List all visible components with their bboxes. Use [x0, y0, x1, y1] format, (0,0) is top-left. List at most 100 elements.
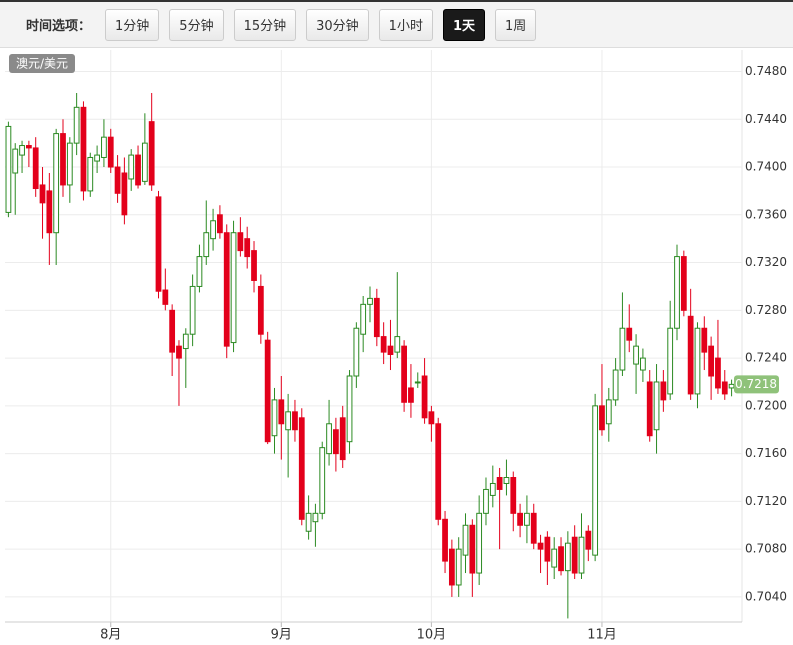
candle-body	[414, 381, 421, 384]
candle-body	[278, 399, 285, 425]
candle-body	[524, 512, 530, 526]
candle-body	[312, 512, 319, 523]
candle-body	[39, 184, 46, 204]
candle-body	[489, 482, 496, 496]
candle-body	[141, 142, 148, 182]
candle-body	[60, 133, 66, 186]
candle-body	[5, 125, 12, 213]
candle-body	[721, 381, 728, 395]
time-option[interactable]: 1天	[442, 8, 485, 41]
candle-body	[264, 339, 271, 443]
candle-body	[653, 381, 660, 431]
candle-body	[667, 327, 674, 395]
candle-body	[360, 303, 367, 335]
candle-body	[196, 256, 203, 287]
candle-body	[435, 423, 442, 520]
candle-body	[612, 369, 619, 401]
candle-body	[114, 166, 121, 194]
candle-body	[455, 548, 462, 586]
candle-body	[223, 232, 230, 347]
candle-body	[674, 256, 680, 329]
candle-body	[353, 327, 360, 377]
candle-body	[66, 142, 73, 186]
y-tick-label: 0.7480	[745, 64, 787, 78]
time-option[interactable]: 5分钟	[169, 8, 224, 41]
candle-body	[251, 250, 257, 281]
candle-body	[578, 536, 585, 574]
candle-body	[687, 315, 694, 395]
candle-body	[305, 512, 312, 532]
candle-body	[32, 147, 39, 190]
candle-body	[217, 214, 223, 234]
x-tick-label: 9月	[271, 628, 292, 643]
candle-body	[694, 327, 701, 395]
toolbar-label: 时间选项：	[26, 19, 92, 34]
candle-body	[571, 536, 578, 574]
candle-body	[101, 136, 107, 158]
candle-body	[367, 297, 373, 305]
candle-body	[483, 488, 489, 514]
candle-body	[244, 238, 251, 258]
candle-body	[626, 327, 633, 341]
candle-body	[298, 417, 305, 520]
candle-body	[73, 106, 80, 144]
candle-body	[510, 477, 517, 514]
y-tick-label: 0.7160	[745, 446, 787, 460]
y-tick-label: 0.7080	[745, 542, 787, 556]
y-tick-label: 0.7320	[745, 255, 787, 269]
candle-body	[135, 154, 141, 186]
time-option[interactable]: 30分钟	[306, 8, 369, 41]
candle-body	[599, 405, 605, 431]
candle-body	[176, 345, 182, 359]
y-tick-label: 0.7360	[745, 207, 787, 221]
y-tick-label: 0.7040	[745, 589, 787, 603]
candle-body	[640, 357, 646, 371]
candle-body	[339, 417, 346, 461]
candle-body	[496, 477, 503, 490]
y-tick-label: 0.7280	[745, 303, 787, 317]
candle-body	[728, 383, 735, 389]
time-option[interactable]: 1周	[495, 8, 537, 41]
candle-body	[646, 381, 653, 437]
candle-body	[189, 285, 196, 335]
candle-body	[162, 289, 169, 305]
candle-body	[94, 154, 100, 162]
candle-body	[285, 411, 292, 431]
candle-body	[442, 518, 448, 562]
candle-body	[715, 357, 721, 389]
candle-body	[257, 285, 264, 335]
candle-body	[25, 145, 32, 149]
badge-bg	[9, 54, 75, 73]
candle-body	[182, 333, 189, 350]
candle-body	[462, 524, 469, 556]
candle-body	[564, 542, 571, 572]
candle-body	[121, 172, 128, 216]
candle-body	[107, 136, 114, 168]
candle-body	[12, 148, 19, 174]
x-tick-label: 8月	[100, 628, 121, 643]
candle-body	[80, 106, 87, 192]
time-option[interactable]: 15分钟	[233, 8, 297, 41]
candle-body	[169, 309, 176, 353]
time-option[interactable]: 1小时	[378, 8, 433, 41]
candle-body	[680, 256, 687, 311]
time-option[interactable]: 1分钟	[105, 8, 160, 41]
candle-body	[326, 423, 332, 455]
toolbar: 时间选项： 1分钟 5分钟 15分钟 30分钟 1小时 1天 1周	[0, 0, 793, 48]
candle-body	[448, 548, 455, 586]
candle-body	[421, 375, 428, 419]
candle-body	[517, 512, 523, 526]
candle-body	[394, 336, 401, 353]
candle-body	[128, 154, 135, 180]
candle-body	[530, 512, 537, 544]
candle-body	[476, 512, 483, 574]
candle-body	[373, 297, 380, 338]
candle-body	[633, 345, 639, 365]
candle-body	[230, 232, 237, 344]
series-badge: 澳元/美元	[9, 54, 75, 73]
candle-body	[210, 220, 216, 240]
candle-body	[503, 477, 510, 484]
candle-body	[401, 345, 408, 403]
last-price-label: 0.7218	[735, 377, 777, 391]
